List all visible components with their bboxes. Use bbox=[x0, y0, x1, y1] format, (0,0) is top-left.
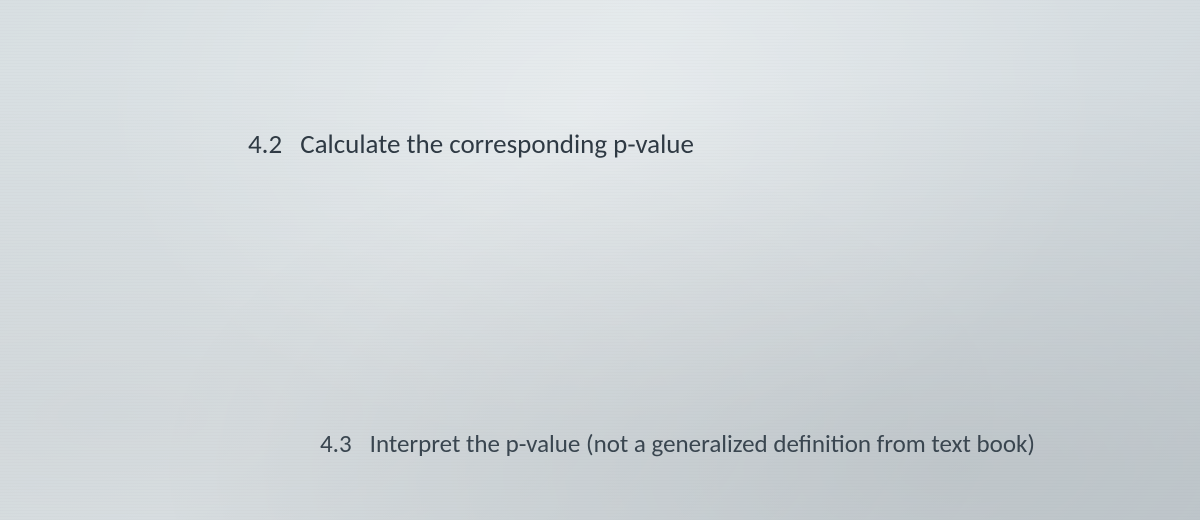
question-item: 4.3 Interpret the p-value (not a general… bbox=[320, 428, 1035, 459]
question-text: Interpret the p-value (not a generalized… bbox=[370, 428, 1035, 459]
question-item: 4.2 Calculate the corresponding p-value bbox=[248, 128, 694, 161]
question-number: 4.2 bbox=[248, 128, 282, 161]
question-number: 4.3 bbox=[320, 428, 352, 459]
question-text: Calculate the corresponding p-value bbox=[300, 128, 694, 161]
